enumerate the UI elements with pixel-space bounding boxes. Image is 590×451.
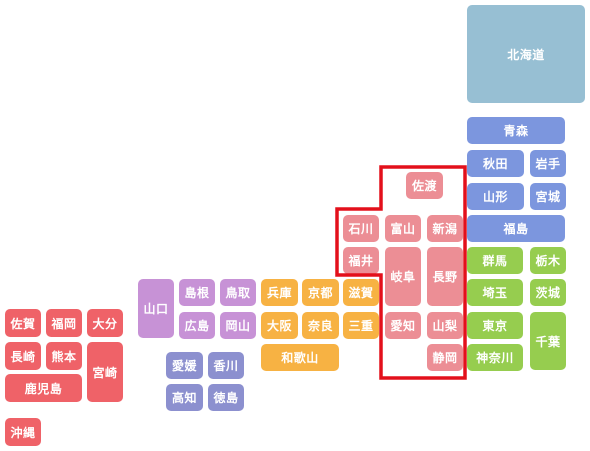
prefecture-tokyo[interactable]: 東京	[467, 312, 523, 339]
prefecture-ehime[interactable]: 愛媛	[166, 352, 203, 379]
prefecture-wakayama[interactable]: 和歌山	[261, 344, 339, 371]
prefecture-niigata[interactable]: 新潟	[427, 215, 463, 242]
prefecture-fukushima[interactable]: 福島	[467, 215, 565, 242]
prefecture-tottori[interactable]: 鳥取	[220, 279, 256, 306]
prefecture-okayama[interactable]: 岡山	[220, 312, 256, 339]
prefecture-okinawa[interactable]: 沖縄	[5, 418, 41, 446]
prefecture-ibaraki[interactable]: 茨城	[530, 279, 566, 306]
prefecture-gifu[interactable]: 岐阜	[385, 247, 421, 306]
prefecture-nagano[interactable]: 長野	[427, 247, 463, 306]
prefecture-yamagata[interactable]: 山形	[467, 183, 524, 210]
prefecture-kyoto[interactable]: 京都	[302, 279, 339, 306]
prefecture-aichi[interactable]: 愛知	[385, 312, 421, 339]
prefecture-kumamoto[interactable]: 熊本	[46, 342, 82, 370]
prefecture-kochi[interactable]: 高知	[166, 384, 203, 411]
prefecture-akita[interactable]: 秋田	[467, 150, 524, 177]
prefecture-mie[interactable]: 三重	[343, 312, 379, 339]
prefecture-iwate[interactable]: 岩手	[530, 150, 566, 177]
prefecture-tochigi[interactable]: 栃木	[530, 247, 566, 274]
prefecture-kanagawa[interactable]: 神奈川	[467, 344, 523, 371]
prefecture-miyagi[interactable]: 宮城	[530, 183, 566, 210]
prefecture-fukui[interactable]: 福井	[343, 247, 379, 274]
prefecture-fukuoka[interactable]: 福岡	[46, 309, 82, 337]
prefecture-ishikawa[interactable]: 石川	[343, 215, 379, 242]
prefecture-tokushima[interactable]: 徳島	[208, 384, 244, 411]
prefecture-shimane[interactable]: 島根	[179, 279, 215, 306]
prefecture-shizuoka[interactable]: 静岡	[427, 344, 463, 371]
prefecture-sado[interactable]: 佐渡	[406, 172, 443, 199]
prefecture-aomori[interactable]: 青森	[467, 117, 565, 144]
prefecture-osaka[interactable]: 大阪	[261, 312, 298, 339]
prefecture-toyama[interactable]: 富山	[385, 215, 421, 242]
prefecture-kagoshima[interactable]: 鹿児島	[5, 374, 82, 402]
prefecture-oita[interactable]: 大分	[87, 309, 123, 337]
prefecture-hyogo[interactable]: 兵庫	[261, 279, 298, 306]
prefecture-kagawa[interactable]: 香川	[208, 352, 244, 379]
prefecture-gunma[interactable]: 群馬	[467, 247, 523, 274]
prefecture-saga[interactable]: 佐賀	[5, 309, 41, 337]
prefecture-chiba[interactable]: 千葉	[530, 312, 566, 370]
prefecture-shiga[interactable]: 滋賀	[343, 279, 379, 306]
prefecture-hiroshima[interactable]: 広島	[179, 312, 215, 339]
prefecture-miyazaki[interactable]: 宮崎	[87, 342, 123, 402]
prefecture-nara[interactable]: 奈良	[302, 312, 339, 339]
prefecture-yamaguchi[interactable]: 山口	[138, 279, 174, 338]
prefecture-hokkaido[interactable]: 北海道	[467, 5, 585, 103]
prefecture-yamanashi[interactable]: 山梨	[427, 312, 463, 339]
prefecture-nagasaki[interactable]: 長崎	[5, 342, 41, 370]
prefecture-saitama[interactable]: 埼玉	[467, 279, 523, 306]
